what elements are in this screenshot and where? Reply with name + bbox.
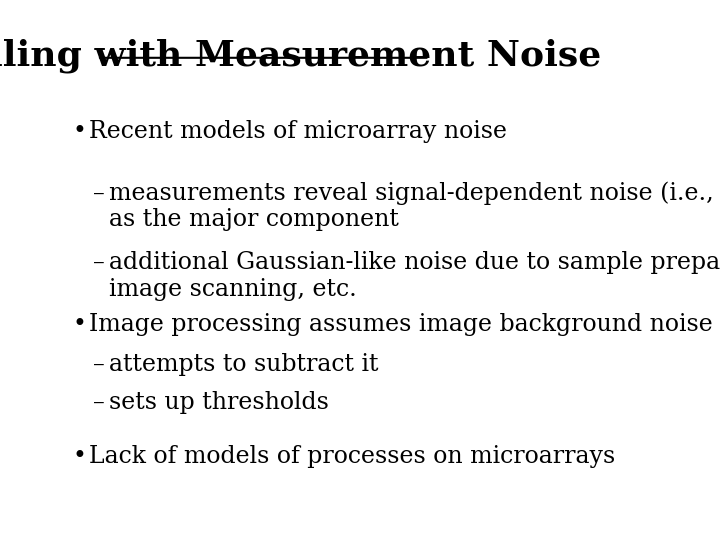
Text: •: • (73, 313, 86, 336)
Text: Lack of models of processes on microarrays: Lack of models of processes on microarra… (89, 444, 615, 468)
Text: •: • (73, 119, 86, 143)
Text: attempts to subtract it: attempts to subtract it (109, 353, 379, 376)
Text: –: – (93, 251, 104, 274)
Text: •: • (73, 444, 86, 468)
Text: Image processing assumes image background noise: Image processing assumes image backgroun… (89, 313, 713, 336)
Text: additional Gaussian-like noise due to sample preparation,
image scanning, etc.: additional Gaussian-like noise due to sa… (109, 251, 720, 301)
Text: Recent models of microarray noise: Recent models of microarray noise (89, 119, 507, 143)
Text: measurements reveal signal-dependent noise (i.e., shot-noise)
as the major compo: measurements reveal signal-dependent noi… (109, 181, 720, 232)
Text: –: – (93, 391, 104, 414)
Text: sets up thresholds: sets up thresholds (109, 391, 329, 414)
Text: –: – (93, 353, 104, 376)
Text: –: – (93, 181, 104, 204)
Text: Dealing with Measurement Noise: Dealing with Measurement Noise (0, 39, 601, 73)
